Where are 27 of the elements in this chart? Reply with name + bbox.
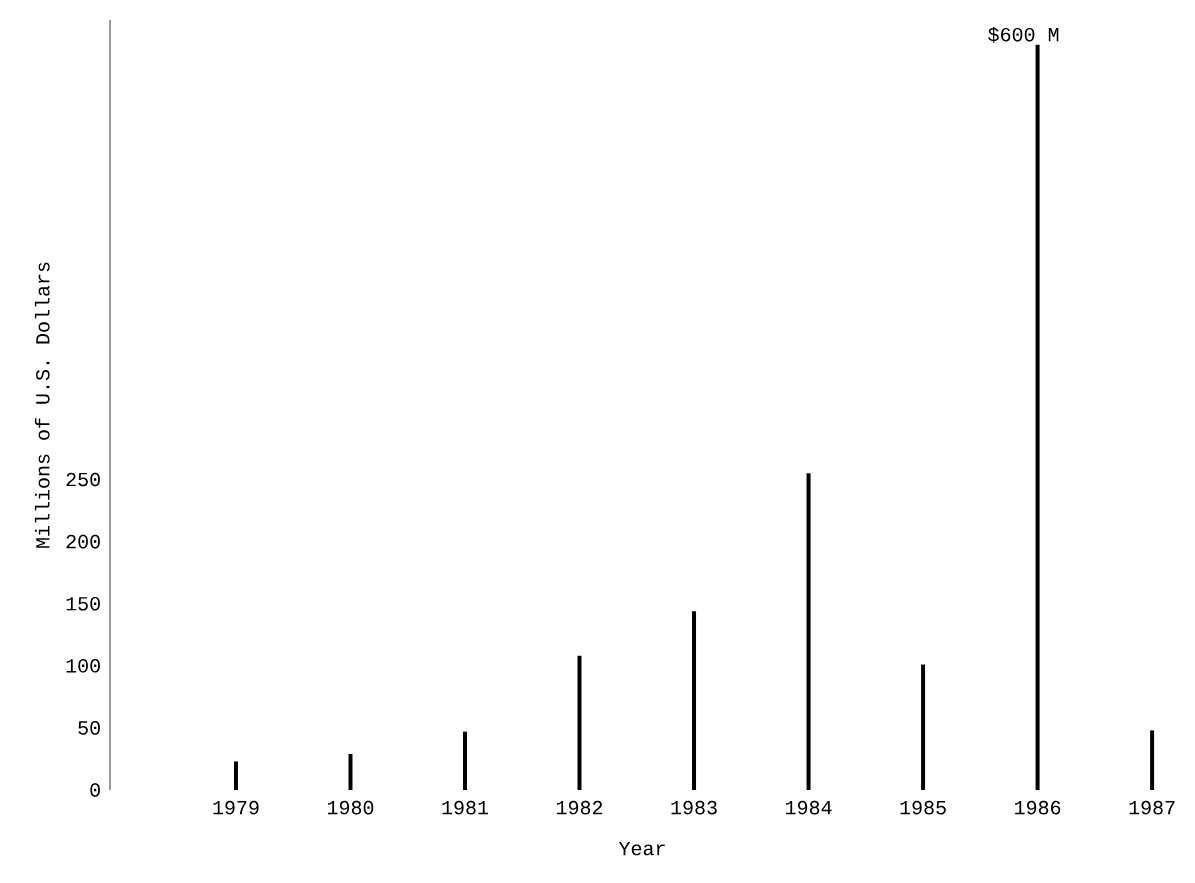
x-tick-label: 1980 [327, 800, 374, 815]
y-tick-label: 0 [90, 783, 100, 797]
bar [1150, 730, 1155, 790]
bar [577, 655, 582, 790]
bar [233, 761, 238, 790]
x-tick-label: 1985 [900, 800, 946, 815]
x-tick-label: 1981 [442, 800, 489, 815]
x-tick-label: 1984 [786, 800, 832, 815]
x-tick-label: 1983 [671, 800, 717, 815]
x-axis-title: Year [618, 841, 665, 856]
bar [921, 664, 926, 790]
x-tick-label: 1982 [556, 800, 603, 815]
bar [806, 473, 811, 790]
x-tick-label: 1979 [213, 800, 259, 815]
y-tick-label: 150 [66, 596, 100, 611]
data-label: $600 M [988, 26, 1059, 43]
y-axis-title: Millions of U.S. Dollars [34, 262, 50, 548]
y-tick-label: 100 [66, 659, 100, 673]
bar [1035, 44, 1040, 790]
bar [348, 753, 353, 790]
bar [463, 731, 467, 790]
y-tick-label: 250 [66, 472, 100, 487]
x-tick-label: 1986 [1015, 800, 1061, 815]
x-tick-label: 1987 [1129, 800, 1175, 815]
bar [692, 611, 697, 790]
y-tick-label: 200 [66, 534, 100, 549]
y-tick-label: 50 [78, 721, 100, 735]
